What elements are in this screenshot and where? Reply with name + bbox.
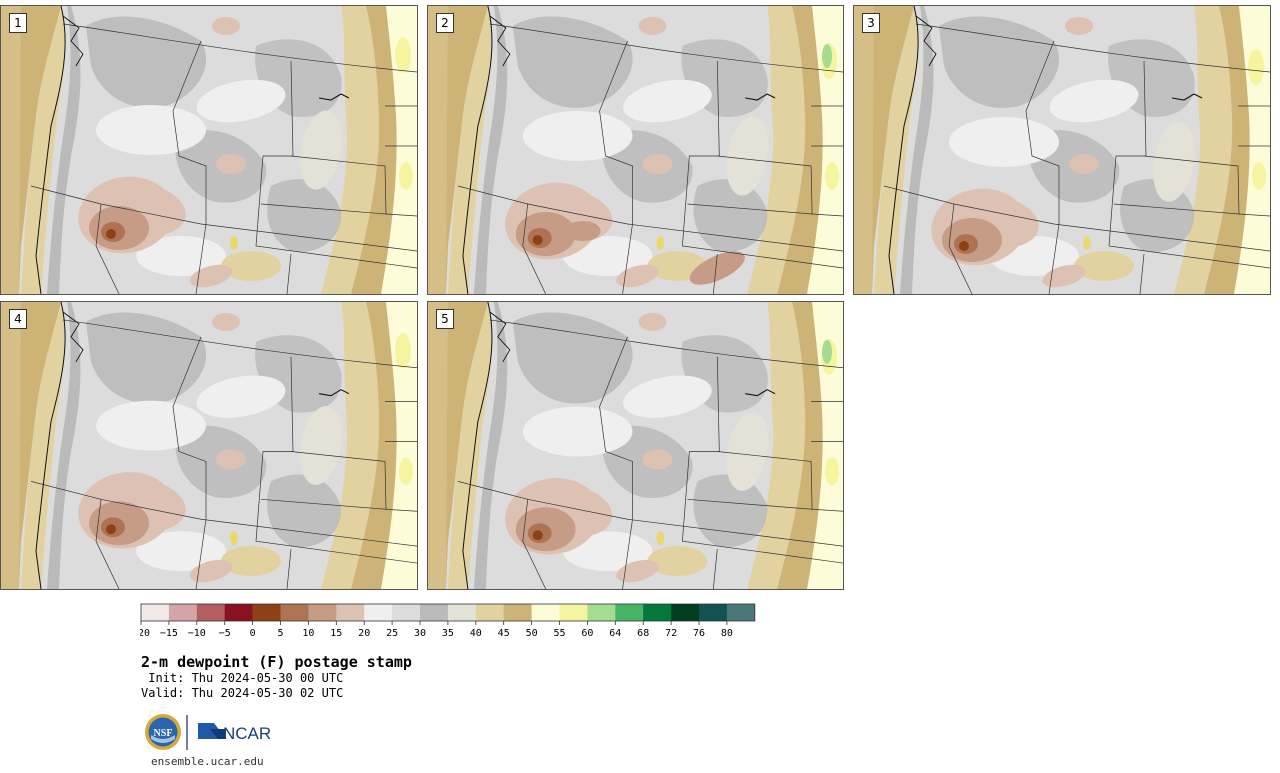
colorbar-swatch (699, 604, 728, 621)
colorbar-tick-label: 60 (581, 628, 593, 639)
colorbar: −20 −15 −10 −5 0 5 10 15 20 25 30 35 40 45 50 55 60 64 68 7… (140, 603, 756, 639)
colorbar-swatch (224, 604, 253, 621)
panel-number-1: 1 (9, 13, 27, 33)
member-panel-1: 1 (0, 5, 418, 295)
nsf-logo: NSF (145, 714, 181, 750)
colorbar-swatch (531, 604, 560, 621)
colorbar-swatch (252, 604, 281, 621)
member-panel-4: 4 (0, 301, 418, 590)
valid-time: Valid: Thu 2024-05-30 02 UTC (141, 686, 344, 700)
colorbar-swatch (308, 604, 337, 621)
colorbar-swatch (643, 604, 672, 621)
colorbar-swatch (196, 604, 225, 621)
colorbar-swatch (475, 604, 504, 621)
colorbar-tick-label: −20 (140, 628, 150, 639)
colorbar-tick-label: 35 (442, 628, 454, 639)
colorbar-tick-label: 76 (693, 628, 705, 639)
member-panel-2: 2 (427, 5, 844, 295)
site-url: ensemble.ucar.edu (151, 755, 264, 768)
colorbar-tick-label: −15 (160, 628, 178, 639)
member-panel-5: 5 (427, 301, 844, 590)
map-1 (1, 6, 417, 294)
colorbar-swatch (503, 604, 532, 621)
colorbar-tick-label: 10 (302, 628, 314, 639)
colorbar-tick-label: 15 (330, 628, 342, 639)
colorbar-tick-label: 68 (637, 628, 649, 639)
logos: NSF NCAR (145, 714, 271, 750)
colorbar-swatch (726, 604, 756, 621)
colorbar-tick-label: 5 (277, 628, 283, 639)
panel-number-3: 3 (862, 13, 880, 33)
member-panel-3: 3 (853, 5, 1271, 295)
colorbar-swatch (615, 604, 644, 621)
product-title: 2-m dewpoint (F) postage stamp (141, 653, 412, 671)
colorbar-swatch (420, 604, 449, 621)
map-4 (1, 302, 417, 589)
colorbar-tick-label: 50 (526, 628, 538, 639)
colorbar-swatch (671, 604, 700, 621)
colorbar-tick-label: 80 (721, 628, 733, 639)
colorbar-swatch (336, 604, 365, 621)
ncar-logo-text: NCAR (223, 724, 271, 743)
colorbar-tick-label: 20 (358, 628, 370, 639)
map-2 (428, 6, 843, 294)
colorbar-tick-label: 40 (470, 628, 482, 639)
colorbar-tick-label: 30 (414, 628, 426, 639)
colorbar-swatch (280, 604, 309, 621)
colorbar-swatch (392, 604, 421, 621)
colorbar-swatch (364, 604, 393, 621)
colorbar-swatch (141, 604, 170, 621)
ncar-logo: NCAR (198, 723, 271, 743)
colorbar-tick-label: 64 (609, 628, 621, 639)
panel-number-2: 2 (436, 13, 454, 33)
init-time: Init: Thu 2024-05-30 00 UTC (141, 671, 344, 685)
colorbar-tick-label: −10 (188, 628, 206, 639)
map-5 (428, 302, 843, 589)
map-3 (854, 6, 1270, 294)
colorbar-tick-label: 45 (498, 628, 510, 639)
colorbar-tick-label: 0 (250, 628, 256, 639)
colorbar-swatch (168, 604, 198, 621)
colorbar-swatch (587, 604, 616, 621)
panel-number-5: 5 (436, 309, 454, 329)
colorbar-swatch (559, 604, 588, 621)
colorbar-swatch (447, 604, 477, 621)
colorbar-tick-label: 25 (386, 628, 398, 639)
panel-number-4: 4 (9, 309, 27, 329)
nsf-logo-text: NSF (154, 728, 173, 739)
colorbar-tick-label: 55 (553, 628, 565, 639)
colorbar-tick-label: 72 (665, 628, 677, 639)
colorbar-tick-label: −5 (219, 628, 231, 639)
